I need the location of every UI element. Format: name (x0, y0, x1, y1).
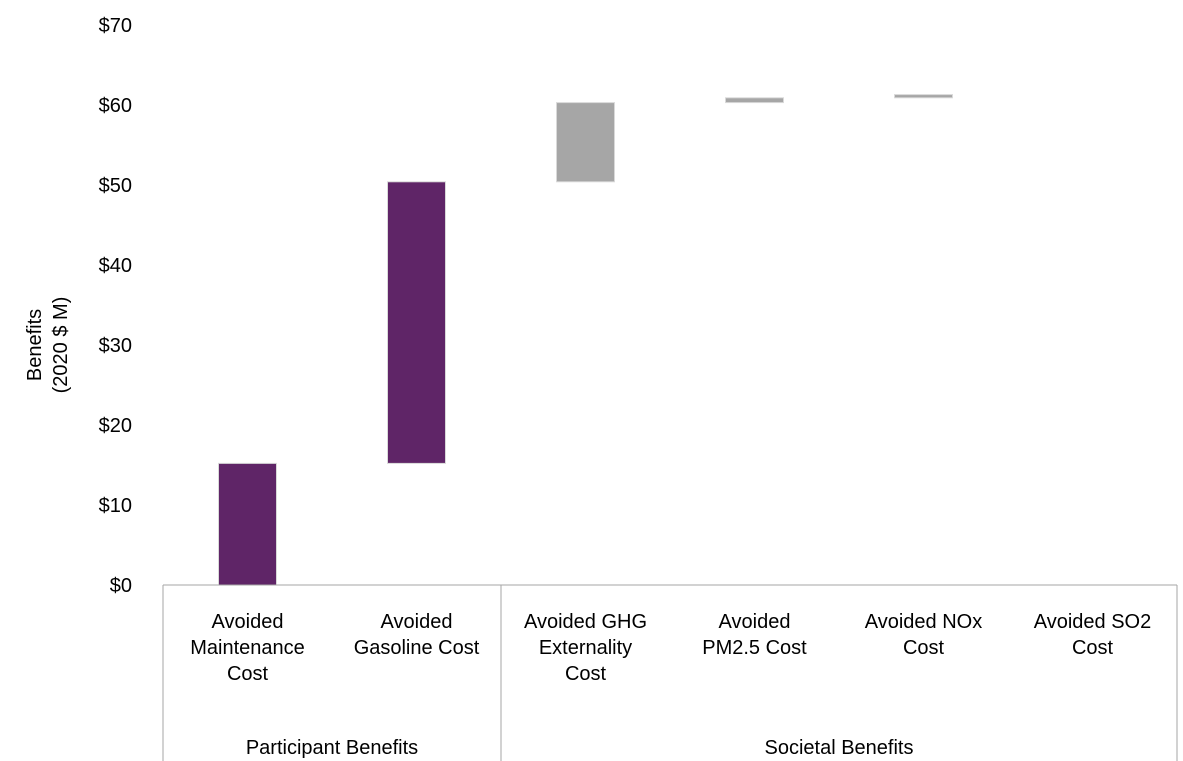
category-label-line: Cost (227, 663, 269, 685)
category-label-6: Avoided SO2 Cost (1034, 611, 1152, 659)
group-label-participant: Participant Benefits (246, 737, 418, 759)
y-tick-label: $0 (110, 575, 132, 597)
category-label-line: PM2.5 Cost (702, 637, 807, 659)
category-label-line: Avoided (212, 611, 284, 633)
bars (218, 94, 953, 586)
category-label-line: Externality (539, 637, 632, 659)
bar-5 (894, 94, 953, 99)
y-tick-label: $10 (99, 495, 132, 517)
category-label-1: Avoided Maintenance Cost (190, 611, 305, 685)
category-label-line: Gasoline Cost (354, 637, 480, 659)
bar-1 (218, 462, 277, 586)
y-axis-label-line: (2020 $ M) (50, 297, 72, 394)
category-label-4: Avoided PM2.5 Cost (702, 611, 807, 659)
y-tick-label: $30 (99, 335, 132, 357)
bar-4 (725, 97, 784, 104)
y-tick-label: $40 (99, 255, 132, 277)
group-label-societal: Societal Benefits (765, 737, 914, 759)
y-tick-label: $60 (99, 95, 132, 117)
category-label-line: Cost (1072, 637, 1114, 659)
group-labels: Participant Benefits Societal Benefits (246, 737, 914, 759)
y-tick-label: $50 (99, 175, 132, 197)
bar-3 (556, 102, 615, 183)
category-label-5: Avoided NOx Cost (865, 611, 982, 659)
category-label-line: Avoided NOx (865, 611, 982, 633)
y-axis-ticks: $0 $10 $20 $30 $40 $50 $60 $70 (99, 15, 132, 597)
y-tick-label: $70 (99, 15, 132, 37)
axes (162, 584, 1178, 761)
category-label-line: Cost (903, 637, 945, 659)
category-label-2: Avoided Gasoline Cost (354, 611, 480, 659)
category-label-line: Avoided GHG (524, 611, 647, 633)
y-axis-title: Benefits (2020 $ M) (24, 297, 72, 394)
category-label-line: Avoided (381, 611, 453, 633)
category-labels: Avoided Maintenance Cost Avoided Gasoline Co… (190, 611, 1151, 685)
category-label-line: Avoided (719, 611, 791, 633)
bar-2 (387, 181, 446, 464)
y-axis-label-line: Benefits (24, 309, 46, 381)
category-label-line: Maintenance (190, 637, 305, 659)
y-axis-label: Benefits (2020 $ M) (24, 297, 72, 394)
y-tick-label: $20 (99, 415, 132, 437)
category-label-3: Avoided GHG Externality Cost (524, 611, 647, 685)
category-label-line: Cost (565, 663, 607, 685)
category-label-line: Avoided SO2 (1034, 611, 1152, 633)
